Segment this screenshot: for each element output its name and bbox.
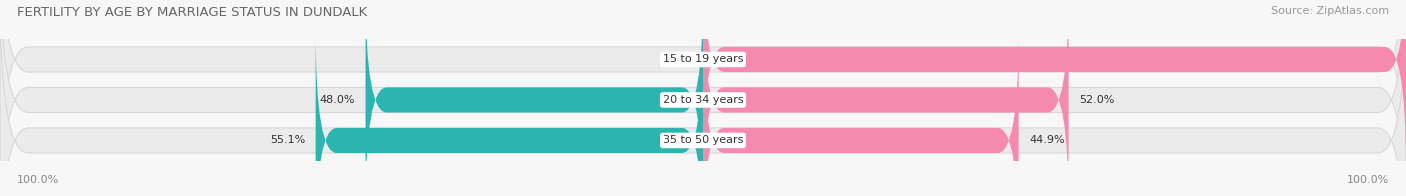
FancyBboxPatch shape (366, 0, 703, 196)
Text: 52.0%: 52.0% (1080, 95, 1115, 105)
Text: 100.0%: 100.0% (17, 175, 59, 185)
Text: 55.1%: 55.1% (270, 135, 305, 145)
Text: 0.0%: 0.0% (664, 54, 693, 64)
FancyBboxPatch shape (703, 32, 1018, 196)
Text: Source: ZipAtlas.com: Source: ZipAtlas.com (1271, 6, 1389, 16)
FancyBboxPatch shape (703, 0, 1069, 196)
FancyBboxPatch shape (315, 32, 703, 196)
FancyBboxPatch shape (703, 0, 1406, 168)
Text: 48.0%: 48.0% (319, 95, 354, 105)
Text: 44.9%: 44.9% (1029, 135, 1064, 145)
Text: 35 to 50 years: 35 to 50 years (662, 135, 744, 145)
Text: 100.0%: 100.0% (1347, 175, 1389, 185)
Text: 20 to 34 years: 20 to 34 years (662, 95, 744, 105)
Text: 15 to 19 years: 15 to 19 years (662, 54, 744, 64)
Text: FERTILITY BY AGE BY MARRIAGE STATUS IN DUNDALK: FERTILITY BY AGE BY MARRIAGE STATUS IN D… (17, 6, 367, 19)
